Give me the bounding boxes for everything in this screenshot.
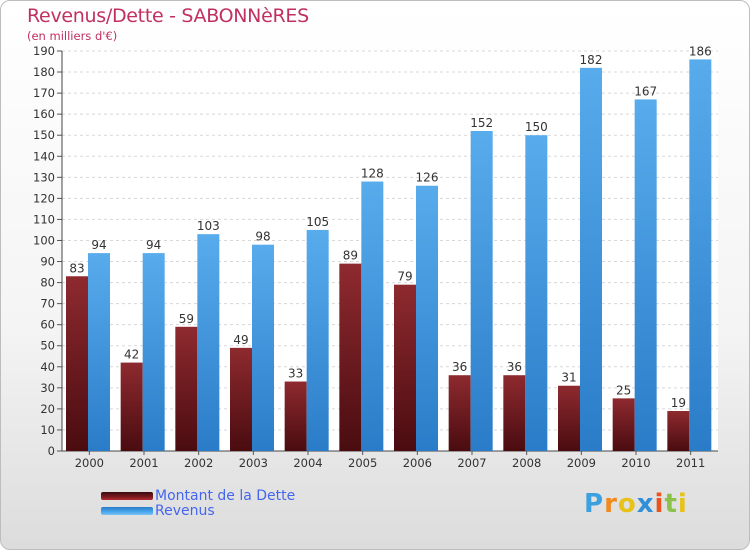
y-tick-label: 50 — [40, 339, 55, 353]
legend-label-dette: Montant de la Dette — [155, 488, 296, 504]
x-tick-label: 2011 — [676, 456, 705, 470]
x-tick-label: 2004 — [293, 456, 322, 470]
x-tick-label: 2002 — [184, 456, 213, 470]
x-tick-label: 2005 — [348, 456, 377, 470]
bar-revenus — [252, 244, 274, 451]
y-tick-label: 110 — [33, 212, 55, 226]
y-tick-label: 160 — [33, 107, 55, 121]
data-label-revenus: 167 — [634, 84, 657, 98]
legend-swatch-revenus — [101, 507, 153, 515]
chart-subtitle: (en milliers d'€) — [27, 29, 118, 43]
data-label-revenus: 186 — [689, 44, 712, 58]
y-tick-label: 0 — [48, 444, 55, 458]
y-tick-label: 170 — [33, 86, 55, 100]
y-tick-label: 20 — [40, 402, 55, 416]
data-label-dette: 25 — [616, 383, 631, 397]
y-tick-label: 100 — [33, 233, 55, 247]
bar-dette — [284, 381, 307, 451]
bar-dette — [612, 398, 635, 451]
data-label-revenus: 105 — [306, 215, 329, 229]
bar-revenus — [88, 253, 110, 451]
data-label-dette: 42 — [124, 348, 139, 362]
data-label-dette: 49 — [233, 333, 248, 347]
data-label-revenus: 94 — [146, 238, 161, 252]
y-tick-label: 90 — [40, 255, 55, 269]
bar-revenus — [634, 99, 657, 451]
bar-revenus — [580, 67, 602, 451]
x-tick-label: 2003 — [239, 456, 268, 470]
y-tick-label: 10 — [40, 423, 55, 437]
data-label-dette: 59 — [179, 312, 194, 326]
data-label-dette: 36 — [507, 360, 522, 374]
plot-area — [62, 51, 718, 451]
y-tick-label: 80 — [40, 276, 55, 290]
bar-dette — [66, 276, 88, 451]
data-label-revenus: 103 — [197, 219, 220, 233]
y-tick-label: 120 — [33, 191, 55, 205]
legend-item-revenus: Revenus — [101, 503, 215, 519]
data-label-dette: 31 — [561, 371, 576, 385]
data-label-dette: 89 — [343, 249, 358, 263]
data-label-revenus: 128 — [361, 167, 384, 181]
y-tick-label: 40 — [40, 360, 55, 374]
proxiti-logo: Proxiti — [584, 489, 688, 519]
bar-dette — [120, 362, 143, 451]
data-label-dette: 36 — [452, 360, 467, 374]
y-tick-label: 150 — [33, 128, 55, 142]
bar-dette — [339, 263, 362, 451]
y-tick-label: 140 — [33, 149, 55, 163]
legend-item-dette: Montant de la Dette — [101, 488, 295, 504]
bar-revenus — [306, 229, 329, 451]
data-label-dette: 83 — [69, 261, 84, 275]
bar-dette — [503, 375, 526, 451]
y-tick-label: 180 — [33, 65, 55, 79]
bar-dette — [175, 326, 198, 451]
x-tick-label: 2007 — [457, 456, 486, 470]
data-label-revenus: 94 — [91, 238, 106, 252]
legend-label-revenus: Revenus — [155, 503, 215, 519]
bar-dette — [394, 284, 416, 451]
bar-dette — [558, 385, 580, 451]
data-label-revenus: 126 — [416, 171, 439, 185]
bar-dette — [448, 375, 471, 451]
y-tick-label: 70 — [40, 297, 55, 311]
data-label-revenus: 98 — [255, 230, 270, 244]
bar-dette — [667, 411, 690, 451]
x-tick-label: 2009 — [567, 456, 596, 470]
x-tick-label: 2010 — [621, 456, 650, 470]
data-label-dette: 19 — [671, 396, 686, 410]
chart-title: Revenus/Dette - SABONNèRES — [27, 5, 309, 27]
y-tick-label: 190 — [33, 44, 55, 58]
y-tick-label: 30 — [40, 381, 55, 395]
x-tick-label: 2006 — [403, 456, 432, 470]
legend-swatch-dette — [101, 492, 153, 500]
data-label-revenus: 182 — [580, 53, 603, 67]
bar-revenus — [689, 59, 712, 451]
x-tick-label: 2008 — [512, 456, 541, 470]
x-tick-label: 2000 — [75, 456, 104, 470]
x-tick-label: 2001 — [129, 456, 158, 470]
data-label-dette: 79 — [397, 270, 412, 284]
bar-dette — [230, 347, 252, 451]
bar-revenus — [470, 131, 493, 451]
data-label-revenus: 150 — [525, 120, 548, 134]
data-label-revenus: 152 — [470, 116, 493, 130]
bar-revenus — [197, 234, 220, 451]
bar-revenus — [142, 253, 165, 451]
bar-revenus — [416, 185, 438, 451]
data-label-dette: 33 — [288, 367, 303, 381]
y-tick-label: 60 — [40, 318, 55, 332]
bar-revenus — [361, 181, 384, 452]
bar-revenus — [525, 135, 548, 452]
y-tick-label: 130 — [33, 170, 55, 184]
